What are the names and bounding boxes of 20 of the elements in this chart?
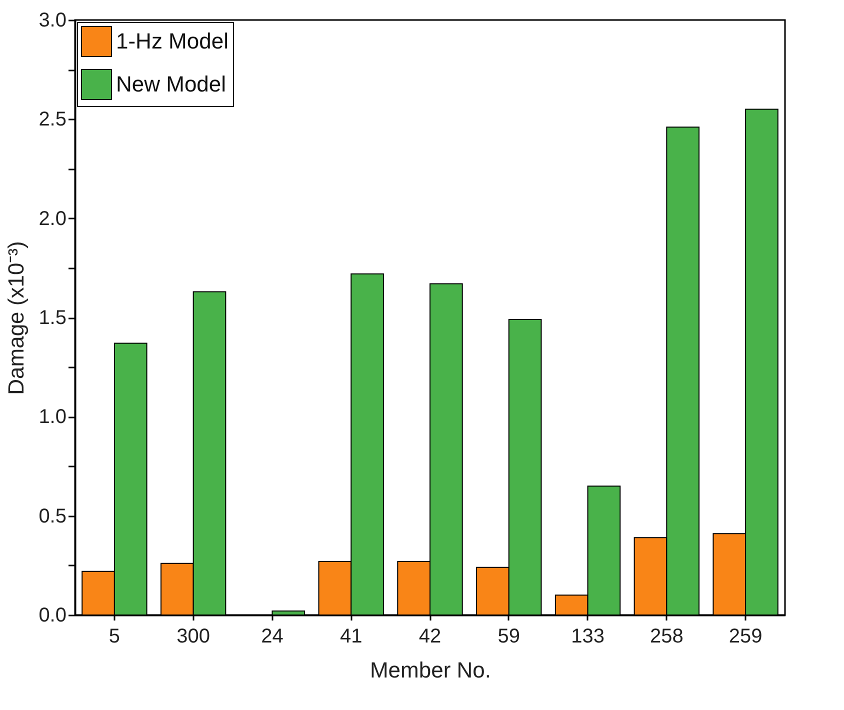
y-tick-label: 1.5 bbox=[38, 307, 66, 329]
y-tick-label: 3.0 bbox=[38, 10, 66, 32]
x-tick-label: 259 bbox=[728, 626, 762, 648]
x-axis-title: Member No. bbox=[370, 658, 492, 682]
y-tick-label: 1.0 bbox=[38, 406, 66, 428]
x-tick-label: 24 bbox=[261, 626, 284, 648]
y-tick-label: 2.5 bbox=[38, 108, 66, 131]
x-tick-label: 300 bbox=[176, 626, 210, 648]
y-tick-label: 2.0 bbox=[38, 208, 66, 230]
x-tick-label: 258 bbox=[650, 626, 684, 648]
x-tick-label: 5 bbox=[108, 626, 120, 648]
y-axis-title: Damage (x10⁻³) bbox=[4, 241, 29, 395]
x-tick-label: 133 bbox=[571, 626, 604, 648]
legend-label: New Model bbox=[116, 72, 226, 96]
x-tick-label: 41 bbox=[340, 626, 362, 648]
x-tick-label: 59 bbox=[498, 626, 520, 648]
y-tick-label: 0.0 bbox=[38, 604, 66, 626]
legend-label: 1-Hz Model bbox=[116, 28, 228, 54]
x-tick-label: 42 bbox=[418, 626, 442, 648]
y-tick-label: 0.5 bbox=[38, 505, 66, 528]
